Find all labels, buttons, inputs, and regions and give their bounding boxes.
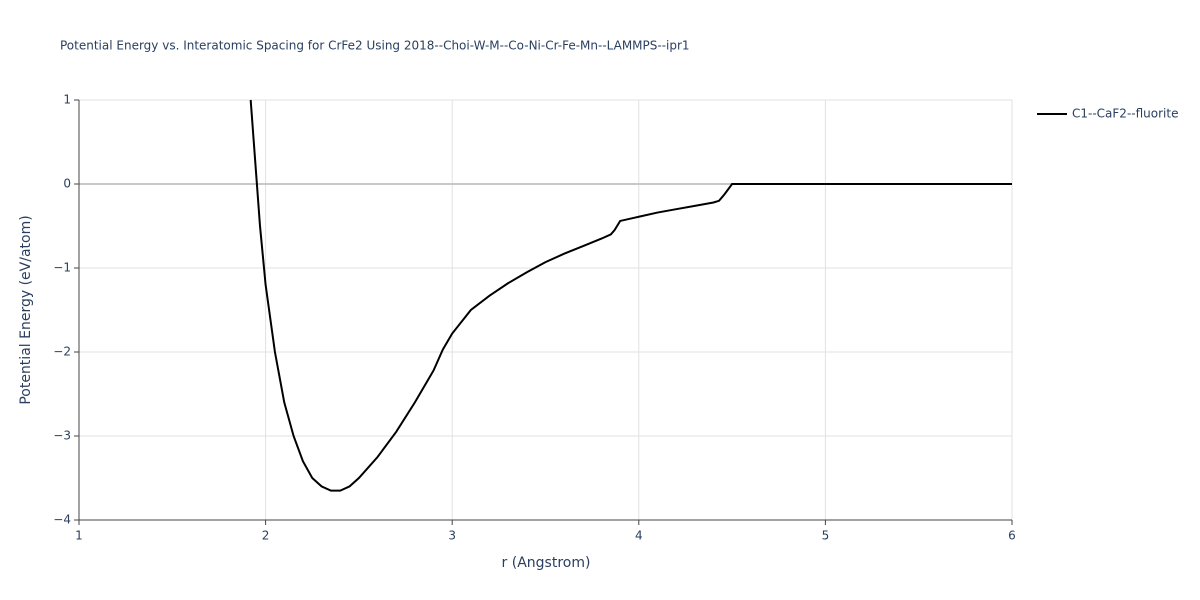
y-tick-label: −4 xyxy=(53,513,71,527)
y-tick-label: −1 xyxy=(53,261,71,275)
line xyxy=(249,99,1012,492)
x-tick-label: 6 xyxy=(1008,529,1016,543)
y-tick-label: −2 xyxy=(53,345,71,359)
y-tick-label: −3 xyxy=(53,429,71,443)
x-tick-label: 2 xyxy=(262,529,270,543)
x-tick-label: 4 xyxy=(635,529,643,543)
y-tick-label: 0 xyxy=(63,177,71,191)
x-axis-label: r (Angstrom) xyxy=(502,555,591,571)
x-tick-label: 1 xyxy=(75,529,83,543)
x-tick-label: 3 xyxy=(448,529,456,543)
y-axis-label: Potential Energy (eV/atom) xyxy=(18,215,34,404)
chart-title: Potential Energy vs. Interatomic Spacing… xyxy=(60,39,690,53)
x-tick-label: 5 xyxy=(822,529,830,543)
legend-label: C1--CaF2--fluorite xyxy=(1072,107,1178,121)
y-tick-label: 1 xyxy=(63,93,71,107)
